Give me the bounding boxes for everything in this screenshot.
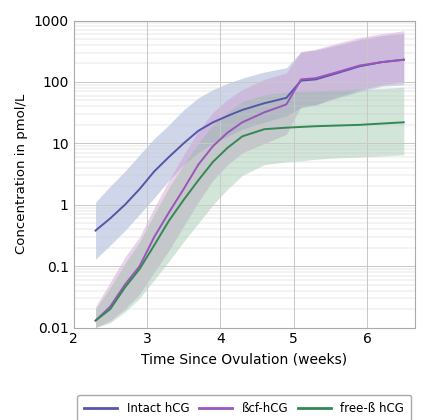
- ßcf-hCG: [284, 102, 289, 107]
- free-ß hCG: [93, 318, 98, 323]
- free-ß hCG: [152, 243, 157, 248]
- free-ß hCG: [262, 127, 267, 132]
- free-ß hCG: [225, 145, 230, 150]
- Intact hCG: [152, 169, 157, 174]
- Intact hCG: [181, 141, 186, 146]
- free-ß hCG: [181, 197, 186, 202]
- Intact hCG: [357, 64, 362, 69]
- ßcf-hCG: [335, 69, 340, 74]
- free-ß hCG: [298, 124, 304, 129]
- ßcf-hCG: [240, 120, 245, 125]
- free-ß hCG: [122, 285, 127, 290]
- free-ß hCG: [379, 121, 384, 126]
- Intact hCG: [137, 186, 142, 192]
- Intact hCG: [313, 77, 318, 82]
- Intact hCG: [240, 108, 245, 113]
- Intact hCG: [210, 120, 215, 125]
- free-ß hCG: [137, 266, 142, 271]
- free-ß hCG: [166, 218, 172, 223]
- ßcf-hCG: [181, 186, 186, 192]
- free-ß hCG: [196, 178, 201, 183]
- Line: ßcf-hCG: ßcf-hCG: [95, 60, 404, 320]
- Line: free-ß hCG: free-ß hCG: [95, 122, 404, 320]
- free-ß hCG: [357, 122, 362, 127]
- Intact hCG: [379, 60, 384, 65]
- Intact hCG: [225, 113, 230, 118]
- Y-axis label: Concentration in pmol/L: Concentration in pmol/L: [15, 94, 28, 254]
- ßcf-hCG: [122, 282, 127, 287]
- free-ß hCG: [210, 159, 215, 164]
- free-ß hCG: [108, 307, 113, 312]
- ßcf-hCG: [93, 318, 98, 323]
- Legend: Intact hCG, ßcf-hCG, free-ß hCG: Intact hCG, ßcf-hCG, free-ß hCG: [77, 395, 411, 420]
- Intact hCG: [108, 216, 113, 221]
- Intact hCG: [262, 101, 267, 106]
- Intact hCG: [93, 228, 98, 233]
- Intact hCG: [298, 78, 304, 83]
- ßcf-hCG: [152, 234, 157, 239]
- free-ß hCG: [284, 125, 289, 130]
- Intact hCG: [401, 57, 406, 62]
- ßcf-hCG: [262, 110, 267, 115]
- Intact hCG: [166, 155, 172, 160]
- ßcf-hCG: [210, 144, 215, 149]
- ßcf-hCG: [196, 162, 201, 167]
- ßcf-hCG: [357, 63, 362, 68]
- ßcf-hCG: [108, 304, 113, 309]
- ßcf-hCG: [313, 76, 318, 81]
- free-ß hCG: [335, 123, 340, 128]
- Intact hCG: [335, 71, 340, 76]
- ßcf-hCG: [401, 57, 406, 62]
- free-ß hCG: [313, 124, 318, 129]
- free-ß hCG: [240, 134, 245, 139]
- ßcf-hCG: [298, 77, 304, 82]
- ßcf-hCG: [225, 130, 230, 135]
- X-axis label: Time Since Ovulation (weeks): Time Since Ovulation (weeks): [141, 352, 347, 366]
- ßcf-hCG: [137, 264, 142, 269]
- ßcf-hCG: [379, 60, 384, 65]
- ßcf-hCG: [166, 210, 172, 215]
- Line: Intact hCG: Intact hCG: [95, 60, 404, 231]
- Intact hCG: [122, 202, 127, 207]
- Intact hCG: [196, 128, 201, 133]
- Intact hCG: [284, 95, 289, 100]
- free-ß hCG: [401, 120, 406, 125]
